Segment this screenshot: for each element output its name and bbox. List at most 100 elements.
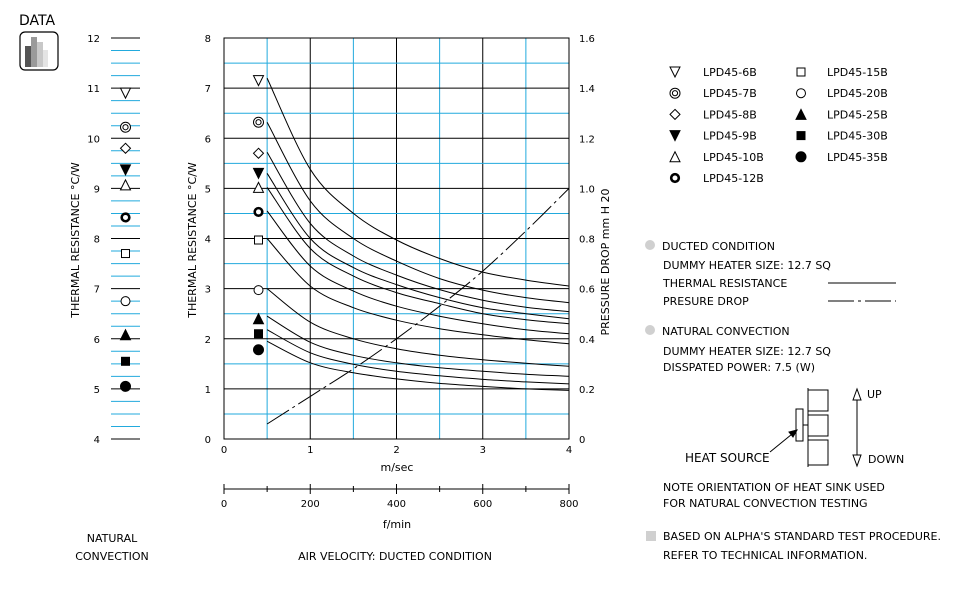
left-y-axis-label: THERMAL RESISTANCE °C/W [69,162,82,319]
series-line-lpd45-20b [266,288,570,367]
x2-tick-label: 0 [221,499,227,510]
y2-tick-label: 0.4 [579,335,595,346]
main-caption: AIR VELOCITY: DUCTED CONDITION [298,550,492,563]
legend-label: LPD45-35B [827,151,888,164]
legend-label: LPD45-12B [703,172,764,185]
marker-lpd45-9b [252,167,265,180]
data-badge-icon [19,31,59,71]
series-line-lpd45-9b [266,173,570,320]
heat-sink-orientation-diagram [769,387,862,468]
legend-marker-lpd45-6b [669,66,681,79]
series-line-lpd45-25b [266,315,570,377]
legend-marker-lpd45-7b [669,87,681,99]
y2-tick-label: 0.6 [579,285,595,296]
left-y-tick-label: 9 [94,184,100,195]
marker-lpd45-30b [254,329,263,339]
marker-lpd45-25b [252,312,265,325]
x2-tick-label: 600 [473,499,492,510]
x2-tick-label: 200 [301,499,320,510]
left-marker-lpd45-30b [121,356,130,366]
y2-tick-label: 1.2 [579,134,595,145]
legend-label: LPD45-25B [827,108,888,121]
left-marker-lpd45-15b [121,249,130,259]
main-plot-frame [223,37,570,440]
left-y-tick-label: 12 [87,34,100,45]
left-caption-line1: NATURAL [87,532,138,545]
left-caption-line2: CONVECTION [75,550,149,563]
marker-lpd45-10b [252,181,265,193]
left-y-tick-label: 7 [94,285,100,296]
y2-tick-label: 1.4 [579,84,595,95]
x-axis-label: m/sec [381,461,414,474]
y-tick-label: 5 [205,184,211,195]
left-marker-lpd45-20b [120,296,131,307]
left-y-tick-label: 5 [94,385,100,396]
legend: LPD45-6B LPD45-7B LPD45-8B LPD45-9B LPD45-10… [669,66,888,185]
y-tick-label: 4 [205,235,211,246]
legend-marker-lpd45-8b [669,108,681,121]
legend-item: LPD45-9B [669,130,757,143]
y2-tick-label: 0.8 [579,235,595,246]
legend-item: LPD45-12B [669,172,764,185]
left-y-tick-label: 10 [87,134,100,145]
main-y-axis-label: THERMAL RESISTANCE °C/W [186,162,199,319]
orientation-note-line2: FOR NATURAL CONVECTION TESTING [663,497,868,510]
orientation-note-line1: NOTE ORIENTATION OF HEAT SINK USED [663,481,885,494]
y-tick-label: 3 [205,285,211,296]
dissipated-power: DISSPATED POWER: 7.5 (W) [663,361,815,374]
series-line-lpd45-12b [266,210,570,335]
y-tick-label: 7 [205,84,211,95]
marker-lpd45-35b [253,344,264,356]
marker-lpd45-8b [252,147,265,159]
down-label: DOWN [868,453,904,466]
left-marker-lpd45-25b [119,328,132,341]
series-line-lpd45-8b [266,152,570,313]
legend-item: LPD45-7B [669,87,757,100]
ducted-title: DUCTED CONDITION [662,240,775,253]
ducted-heater-size: DUMMY HEATER SIZE: 12.7 SQ [663,259,831,272]
left-marker-lpd45-10b [119,178,132,191]
y-tick-label: 8 [205,34,211,45]
left-y-tick-label: 8 [94,235,100,246]
left-marker-lpd45-7b [120,121,131,133]
data-badge-label: DATA [19,13,55,29]
legend-marker-lpd45-25b [795,108,807,120]
x-tick-label: 4 [566,445,572,456]
legend-item: LPD45-6B [669,66,757,79]
legend-marker-lpd45-12b [669,172,681,184]
y2-tick-label: 0 [579,435,585,446]
legend-item: LPD45-30B [796,130,888,143]
legend-label: LPD45-20B [827,87,888,100]
legend-label: LPD45-8B [703,108,757,121]
legend-item: LPD45-20B [796,87,888,100]
left-marker-lpd45-12b [120,212,131,223]
pressure-drop-key-label: PRESURE DROP [663,295,749,308]
legend-label: LPD45-10B [703,151,764,164]
series-line-lpd45-6b [266,77,570,287]
natural-convection-chart: 4 5 6 7 8 9 10 11 12 [87,34,140,446]
legend-item: LPD45-35B [795,151,888,164]
x-tick-label: 0 [221,445,227,456]
left-marker-lpd45-35b [120,380,131,392]
left-marker-lpd45-6b [119,87,132,100]
legend-marker-lpd45-9b [669,130,681,142]
y2-tick-label: 0.2 [579,385,595,396]
left-y-tick-label: 11 [87,84,100,95]
natural-title: NATURAL CONVECTION [662,325,790,338]
y2-tick-label: 1.6 [579,34,595,45]
x2-axis-label: f/min [383,518,411,531]
legend-label: LPD45-15B [827,66,888,79]
standard-bullet-icon [646,531,656,541]
legend-marker-lpd45-30b [796,131,806,141]
natural-bullet-icon [645,325,655,335]
x-tick-label: 1 [307,445,313,456]
legend-item: LPD45-15B [796,66,888,79]
legend-item: LPD45-25B [795,108,888,121]
left-marker-lpd45-9b [119,164,132,176]
legend-marker-lpd45-10b [669,150,681,163]
legend-label: LPD45-7B [703,87,757,100]
x2-tick-label: 800 [559,499,578,510]
marker-lpd45-12b [253,206,264,218]
